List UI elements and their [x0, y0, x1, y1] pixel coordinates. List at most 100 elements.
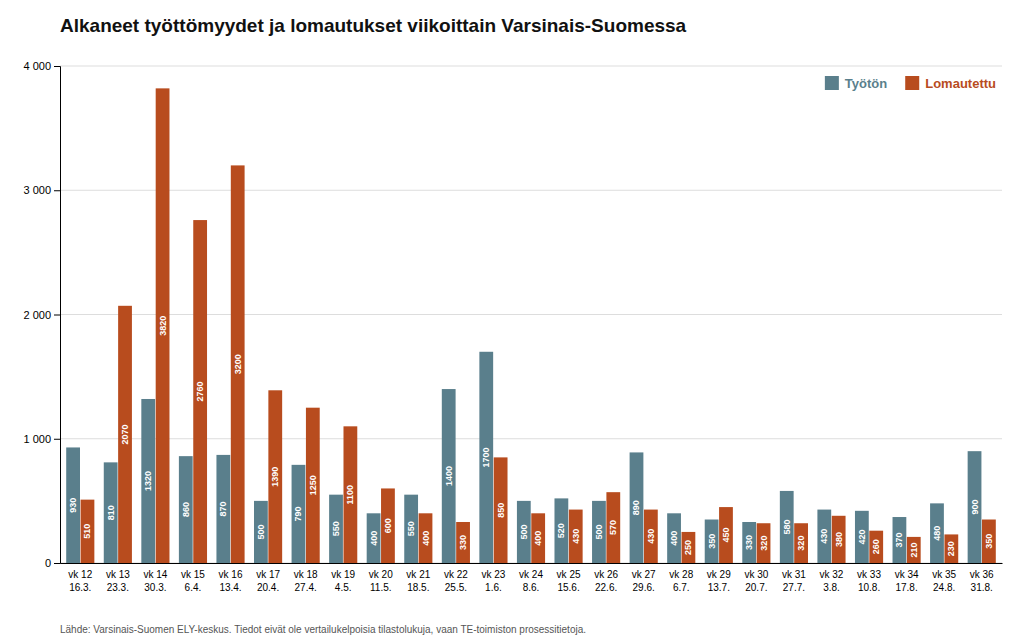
x-tick-label-line: 8.6. [523, 582, 540, 593]
x-tick: vk 3631.8. [970, 569, 994, 593]
data-label: 400 [421, 531, 431, 546]
x-tick-label-line: vk 33 [857, 569, 881, 580]
x-tick-label: vk 1216.3. [68, 569, 92, 593]
bar [118, 306, 132, 563]
data-label: 860 [181, 502, 191, 517]
y-tick-label: 2 000 [23, 309, 51, 321]
data-label: 500 [594, 524, 604, 539]
x-tick: vk 2913.7. [707, 569, 731, 593]
x-tick-label: vk 2515.6. [557, 569, 581, 593]
x-tick-label: vk 3127.7. [782, 569, 806, 593]
data-label: 320 [796, 536, 806, 551]
footnote: Lähde: Varsinais-Suomen ELY-keskus. Tied… [60, 624, 586, 635]
data-label: 210 [909, 542, 919, 557]
bar [193, 220, 207, 563]
x-tick-label: vk 2118.5. [406, 569, 430, 593]
data-label: 500 [256, 524, 266, 539]
x-tick-label-line: vk 22 [444, 569, 468, 580]
data-label: 570 [608, 520, 618, 535]
x-tick-label-line: vk 16 [219, 569, 243, 580]
x-tick-label: vk 286.7. [669, 569, 693, 593]
x-tick-label-line: vk 32 [820, 569, 844, 580]
data-label: 370 [894, 532, 904, 547]
bar [381, 488, 395, 563]
x-tick-label-line: 20.4. [257, 582, 279, 593]
data-label: 600 [383, 518, 393, 533]
bar [592, 501, 606, 563]
bar [794, 523, 808, 563]
x-tick-label-line: 31.8. [971, 582, 993, 593]
bar [254, 501, 268, 563]
x-tick: vk 1430.3. [143, 569, 167, 593]
data-label: 870 [218, 501, 228, 516]
x-tick: vk 2515.6. [557, 569, 581, 593]
data-label: 420 [857, 529, 867, 544]
x-tick-label: vk 156.4. [181, 569, 205, 593]
x-tick-label-line: 3.8. [823, 582, 840, 593]
x-tick-label: vk 231.6. [481, 569, 505, 593]
data-label: 350 [984, 534, 994, 549]
x-tick-label: vk 1430.3. [143, 569, 167, 593]
bar [442, 389, 456, 563]
bar [292, 465, 306, 563]
x-tick: vk 1827.4. [294, 569, 318, 593]
x-tick-label-line: vk 30 [744, 569, 768, 580]
x-tick-label: vk 3417.8. [895, 569, 919, 593]
x-tick-label-line: vk 25 [557, 569, 581, 580]
x-tick: vk 1216.3. [68, 569, 92, 593]
data-label: 580 [782, 519, 792, 534]
x-tick-label-line: 6.4. [185, 582, 202, 593]
data-label: 2070 [120, 424, 130, 444]
bar-series [81, 88, 996, 563]
x-tick: vk 30 20.7. [744, 569, 768, 593]
legend-label: Työtön [845, 76, 887, 91]
data-label: 500 [519, 524, 529, 539]
x-tick-label: vk 16 13.4. [219, 569, 243, 593]
x-tick-label-line: 1.6. [485, 582, 502, 593]
bar [907, 537, 921, 563]
legend-swatch [825, 76, 839, 90]
y-axis-line [54, 67, 61, 564]
bar [66, 447, 80, 563]
data-label: 400 [533, 531, 543, 546]
bar [869, 531, 883, 563]
x-tick-label-line: vk 19 [331, 569, 355, 580]
x-tick-label-line: 6.7. [673, 582, 690, 593]
data-label: 380 [834, 532, 844, 547]
x-tick-label-line: vk 14 [143, 569, 167, 580]
x-tick-label: vk 2011.5. [369, 569, 393, 593]
data-label: 2760 [195, 382, 205, 402]
bar [630, 452, 644, 563]
data-label: 1320 [143, 471, 153, 491]
y-tick: 0 [45, 557, 60, 569]
bar [554, 498, 568, 563]
x-tick-label-line: 13.4. [219, 582, 241, 593]
x-tick-label-line: vk 13 [106, 569, 130, 580]
x-tick-label-line: vk 34 [895, 569, 919, 580]
x-tick: vk 3310.8. [857, 569, 881, 593]
x-tick-label-line: 20.7. [745, 582, 767, 593]
bar [216, 455, 230, 563]
bar [982, 520, 996, 563]
x-tick: vk 2225.5. [444, 569, 468, 593]
legend-swatch [905, 76, 919, 90]
bar [479, 352, 493, 563]
bar [930, 503, 944, 563]
bar [367, 513, 381, 563]
data-label: 550 [331, 521, 341, 536]
grid-line [60, 190, 1002, 191]
bar [531, 513, 545, 563]
data-label: 330 [744, 535, 754, 550]
x-tick-label-line: 24.8. [933, 582, 955, 593]
data-label: 790 [293, 506, 303, 521]
x-tick-label: vk 194.5. [331, 569, 355, 593]
bar [231, 165, 245, 563]
x-tick: vk 32 3.8. [820, 569, 844, 593]
chart-svg: Alkaneet työttömyydet ja lomautukset vii… [0, 0, 1024, 643]
plot: 01 0002 0003 0004 000vk 1216.3.vk 1323.3… [23, 60, 1002, 593]
bar [268, 390, 282, 563]
title: Alkaneet työttömyydet ja lomautukset vii… [60, 15, 687, 36]
bar [667, 513, 681, 563]
data-label: 3820 [158, 316, 168, 336]
x-tick-label: vk 2622.6. [594, 569, 618, 593]
